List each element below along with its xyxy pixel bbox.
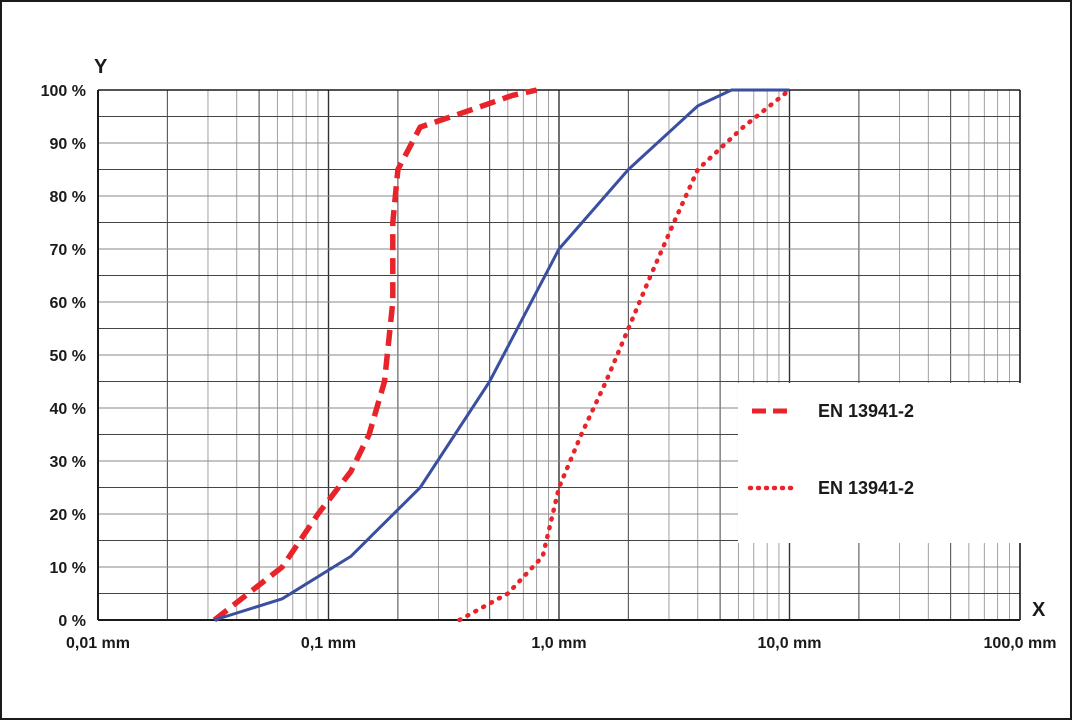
x-tick-label: 10,0 mm xyxy=(757,635,821,652)
legend-label-dotted: EN 13941-2 xyxy=(818,478,914,498)
y-tick-label: 80 % xyxy=(50,189,86,206)
series-line-solid xyxy=(213,88,790,622)
y-tick-label: 10 % xyxy=(50,560,86,577)
legend: EN 13941-2 EN 13941-2 xyxy=(738,383,1030,543)
x-tick-labels: 0,01 mm 0,1 mm 1,0 mm 10,0 mm 100,0 mm xyxy=(66,635,1056,652)
y-tick-labels: 0 % 10 % 20 % 30 % 40 % 50 % 60 % 70 % 80 % 90 % 1… xyxy=(41,83,86,630)
series-layer xyxy=(212,87,792,623)
y-tick-label: 100 % xyxy=(41,83,86,100)
y-tick-label: 0 % xyxy=(58,613,86,630)
y-tick-label: 20 % xyxy=(50,507,86,524)
y-tick-label: 50 % xyxy=(50,348,86,365)
series-line-dotted xyxy=(457,87,792,623)
legend-label-dashed: EN 13941-2 xyxy=(818,401,914,421)
y-tick-label: 40 % xyxy=(50,401,86,418)
y-tick-label: 30 % xyxy=(50,454,86,471)
x-tick-label: 0,01 mm xyxy=(66,635,130,652)
y-tick-label: 90 % xyxy=(50,136,86,153)
x-tick-label: 1,0 mm xyxy=(531,635,586,652)
x-tick-label: 100,0 mm xyxy=(984,635,1057,652)
series-line-dashed xyxy=(212,87,538,623)
y-tick-label: 70 % xyxy=(50,242,86,259)
y-tick-label: 60 % xyxy=(50,295,86,312)
x-axis-label: X xyxy=(1032,599,1046,621)
x-tick-label: 0,1 mm xyxy=(301,635,356,652)
grid xyxy=(97,89,1021,621)
y-axis-label: Y xyxy=(94,56,108,78)
